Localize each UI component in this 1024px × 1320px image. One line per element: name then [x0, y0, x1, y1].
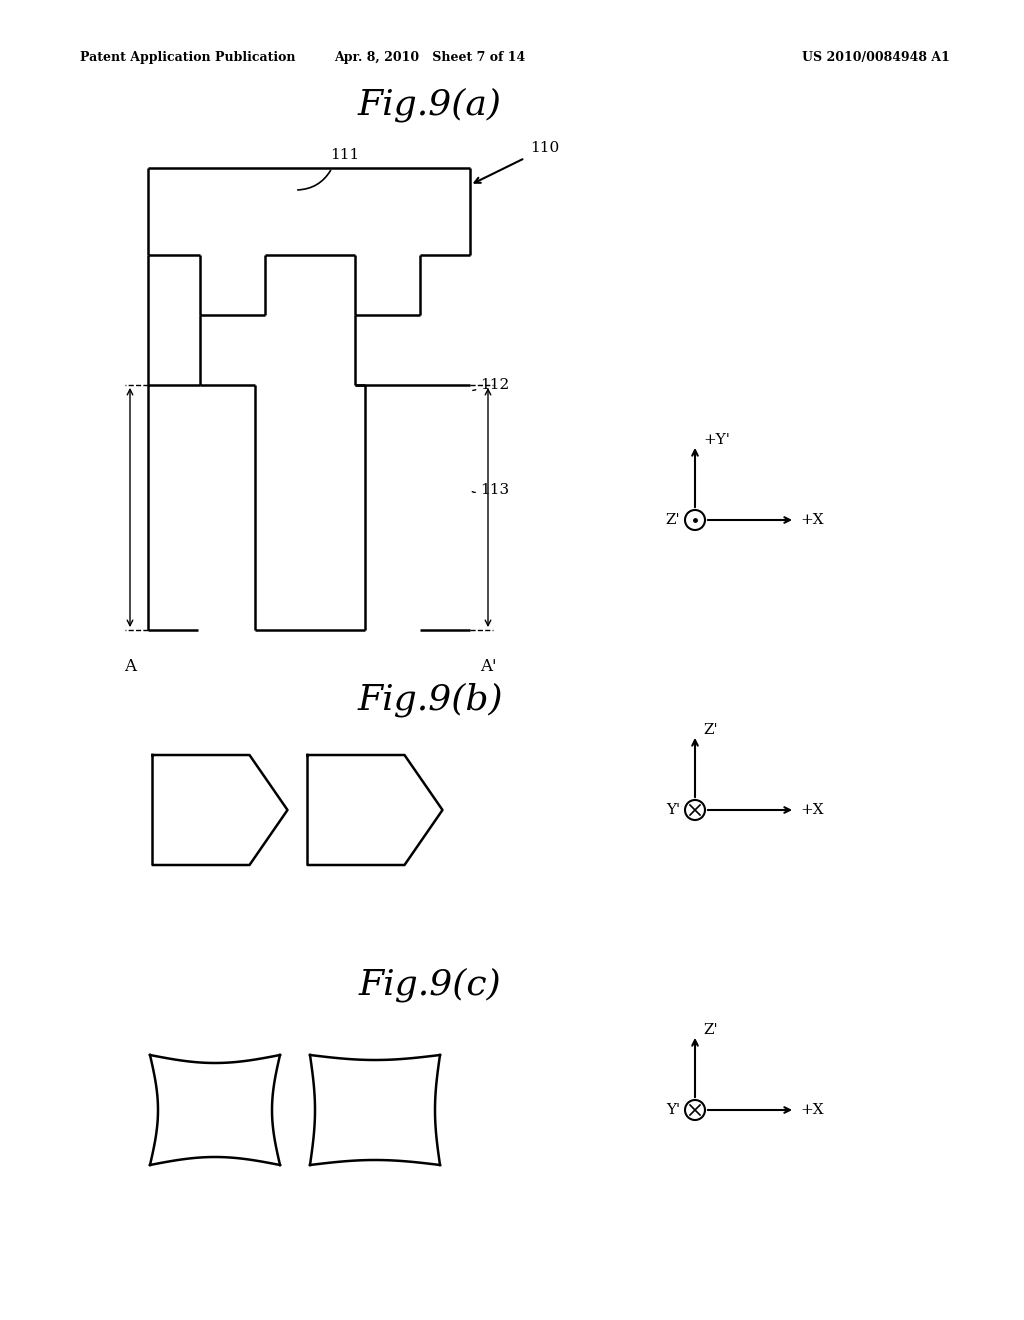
Text: A': A' — [480, 657, 497, 675]
Text: Z': Z' — [703, 1023, 718, 1038]
Text: +X: +X — [800, 803, 823, 817]
Text: US 2010/0084948 A1: US 2010/0084948 A1 — [802, 50, 950, 63]
Text: +X: +X — [800, 1104, 823, 1117]
Text: Y': Y' — [666, 803, 680, 817]
Text: +X: +X — [800, 513, 823, 527]
Text: A: A — [124, 657, 136, 675]
Text: 112: 112 — [480, 378, 509, 392]
Text: Fig.9(a): Fig.9(a) — [358, 87, 502, 123]
Text: Fig.9(c): Fig.9(c) — [358, 968, 502, 1002]
Text: +Y': +Y' — [703, 433, 730, 447]
Text: Apr. 8, 2010   Sheet 7 of 14: Apr. 8, 2010 Sheet 7 of 14 — [335, 50, 525, 63]
Text: Patent Application Publication: Patent Application Publication — [80, 50, 296, 63]
Text: 110: 110 — [530, 141, 559, 154]
Text: 113: 113 — [480, 483, 509, 498]
Text: Z': Z' — [703, 723, 718, 737]
Text: Z': Z' — [666, 513, 680, 527]
Text: Y': Y' — [666, 1104, 680, 1117]
Text: 111: 111 — [330, 148, 359, 162]
Text: Fig.9(b): Fig.9(b) — [357, 682, 503, 717]
